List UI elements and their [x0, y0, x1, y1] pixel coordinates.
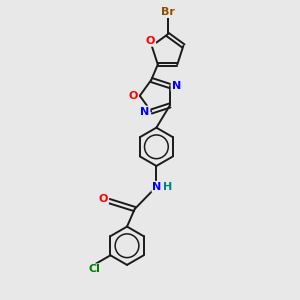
- Text: Cl: Cl: [89, 264, 101, 274]
- Text: N: N: [152, 182, 162, 192]
- Text: N: N: [172, 81, 181, 91]
- Text: O: O: [146, 36, 155, 46]
- Text: N: N: [140, 106, 149, 116]
- Text: H: H: [163, 182, 172, 192]
- Text: O: O: [129, 91, 138, 101]
- Text: Br: Br: [160, 7, 175, 17]
- Text: O: O: [99, 194, 108, 203]
